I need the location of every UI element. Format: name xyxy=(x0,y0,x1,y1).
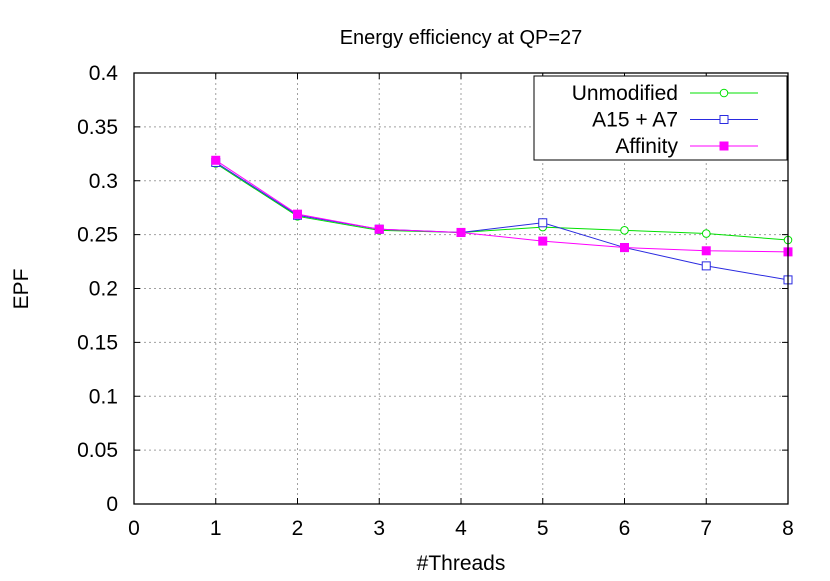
legend: Unmodified A15 + A7 Affinity xyxy=(533,75,788,161)
data-point xyxy=(701,261,711,271)
data-point xyxy=(620,226,629,235)
x-tick-label: 4 xyxy=(455,517,467,540)
data-point xyxy=(374,224,384,234)
y-tick-label: 0.2 xyxy=(89,278,118,301)
series-2 xyxy=(211,155,793,257)
legend-marker xyxy=(719,115,729,124)
x-tick-label: 1 xyxy=(210,517,222,540)
x-tick-label: 5 xyxy=(537,517,549,540)
series-1 xyxy=(211,157,793,285)
legend-marker xyxy=(719,88,729,98)
y-tick-label: 0.1 xyxy=(89,385,118,408)
series-line xyxy=(215,162,789,281)
x-tick-label: 7 xyxy=(700,517,712,540)
y-tick-label: 0.15 xyxy=(77,331,118,354)
x-tick-label: 3 xyxy=(373,517,385,540)
grid-lines xyxy=(134,73,788,504)
y-tick-label: 0.35 xyxy=(77,116,118,139)
chart-title: Energy efficiency at QP=27 xyxy=(340,27,583,49)
y-axis-label: EPF xyxy=(10,269,33,310)
legend-label: Affinity xyxy=(615,135,678,158)
axes: 0 1 2 3 4 5 6 7 8 0 0.05 0.1 0.15 0.2 0.25 0.3 0.35 0.4 xyxy=(77,62,794,540)
plot-frame xyxy=(133,72,789,505)
x-axis-label: #Threads xyxy=(417,552,506,575)
data-point xyxy=(293,209,302,219)
data-point xyxy=(701,246,711,256)
x-tick-label: 8 xyxy=(782,517,794,540)
data-point xyxy=(620,243,629,253)
series-0 xyxy=(211,159,793,245)
x-tick-label: 6 xyxy=(619,517,631,540)
y-tick-label: 0.4 xyxy=(89,62,119,85)
data-point xyxy=(538,218,548,228)
y-tick-label: 0.25 xyxy=(77,224,118,247)
series-line xyxy=(215,163,789,241)
y-tick-label: 0 xyxy=(106,493,118,516)
data-point xyxy=(538,236,548,246)
y-tick-label: 0.05 xyxy=(77,439,118,462)
x-tick-label: 0 xyxy=(128,517,140,540)
y-tick-label: 0.3 xyxy=(89,170,118,193)
series-line xyxy=(215,159,789,253)
legend-marker xyxy=(719,141,729,151)
x-tick-label: 2 xyxy=(292,517,304,540)
data-point xyxy=(701,229,711,238)
data-point xyxy=(456,227,466,237)
legend-label: A15 + A7 xyxy=(592,109,678,132)
data-point xyxy=(211,155,221,165)
series-layer xyxy=(211,155,793,285)
legend-label: Unmodified xyxy=(572,82,678,105)
